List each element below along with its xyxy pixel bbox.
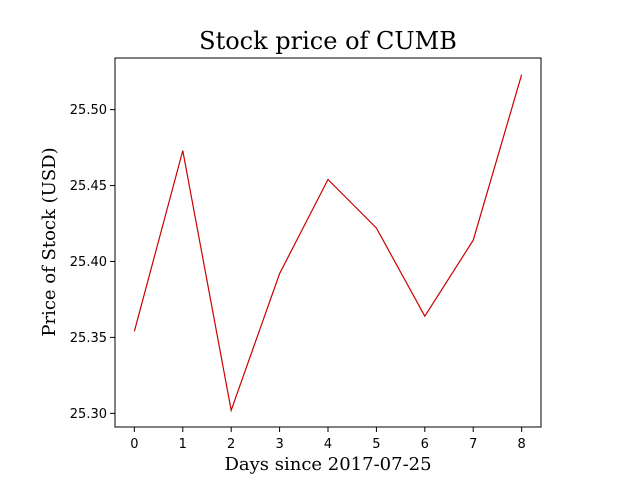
x-axis-label: Days since 2017-07-25 [224,454,431,475]
chart-title: Stock price of CUMB [199,27,457,55]
x-tick-label: 2 [227,437,235,452]
x-tick-label: 3 [275,437,283,452]
series-layer [133,74,523,413]
y-axis: 25.30 25.35 25.40 25.45 25.50 [70,103,115,422]
x-tick-label: 1 [179,437,187,452]
x-tick-label: 6 [421,437,429,452]
price-series-line [133,74,523,413]
y-tick-label: 25.35 [70,331,107,346]
plot-area-frame [114,57,542,428]
y-tick-label: 25.45 [70,179,107,194]
y-tick-label: 25.30 [70,407,107,422]
x-tick-label: 7 [469,437,477,452]
y-axis-label: Price of Stock (USD) [39,147,60,336]
y-tick-label: 25.40 [70,255,107,270]
y-tick-label: 25.50 [70,103,107,118]
x-tick-label: 0 [130,437,138,452]
x-tick-label: 5 [372,437,380,452]
x-tick-label: 8 [517,437,525,452]
x-axis: 0 1 2 3 4 5 6 7 8 [130,427,526,452]
x-tick-label: 4 [324,437,332,452]
